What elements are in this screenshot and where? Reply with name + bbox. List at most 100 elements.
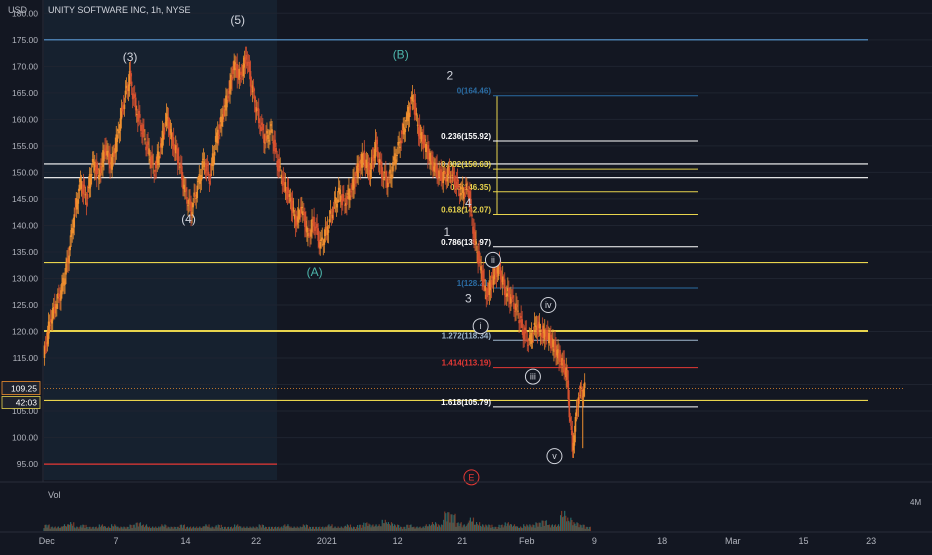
candle-body — [326, 226, 329, 236]
volume-bar — [569, 522, 571, 531]
volume-bar — [551, 524, 553, 531]
volume-bar — [546, 525, 548, 531]
candle-body — [520, 315, 522, 319]
candle-body — [279, 166, 282, 168]
candle-body — [333, 200, 336, 202]
volume-bar — [85, 524, 87, 531]
volume-bar — [380, 526, 382, 531]
candle-body — [321, 237, 324, 240]
candle-body — [425, 144, 427, 152]
volume-bar — [96, 528, 98, 531]
volume-bar — [454, 513, 456, 531]
volume-bar — [62, 526, 65, 531]
volume-bar — [138, 523, 140, 531]
volume-bar — [242, 527, 244, 531]
volume-bar — [164, 524, 166, 531]
volume-bar — [360, 524, 362, 531]
candle-body — [395, 159, 397, 165]
volume-bar — [257, 528, 259, 531]
volume-bar — [573, 522, 575, 531]
volume-bar — [373, 526, 375, 531]
candle-body — [141, 132, 143, 134]
volume-bar — [323, 528, 325, 531]
volume-bar — [136, 522, 138, 531]
candle-body — [345, 203, 347, 206]
volume-bar — [279, 528, 281, 531]
candle-body — [340, 199, 343, 206]
candle-body — [297, 208, 300, 223]
candle-body — [209, 173, 212, 178]
volume-bar — [261, 524, 263, 531]
volume-bar — [557, 524, 560, 531]
candle-body — [195, 197, 198, 199]
volume-bar — [341, 527, 343, 531]
candle-body — [62, 277, 64, 284]
candle-body — [158, 156, 161, 159]
candle-body — [190, 201, 192, 216]
volume-bar — [582, 524, 584, 531]
candle-body — [289, 197, 292, 202]
x-tick-label: 15 — [799, 536, 809, 546]
candle-body — [56, 304, 58, 309]
volume-bar — [523, 524, 525, 531]
candle-body — [164, 122, 167, 124]
candle-body — [461, 186, 464, 194]
y-tick-label: 140.00 — [12, 220, 38, 230]
volume-bar — [434, 522, 437, 531]
candle-body — [398, 141, 400, 144]
volume-bar — [239, 525, 241, 531]
candle-body — [481, 270, 483, 280]
volume-bar — [168, 527, 170, 531]
volume-bar — [188, 527, 191, 531]
volume-bar — [278, 526, 280, 531]
candle-body — [241, 75, 244, 77]
volume-bar — [325, 526, 327, 531]
volume-bar — [75, 528, 77, 531]
candle-body — [351, 185, 353, 190]
candle-body — [571, 430, 574, 452]
volume-bar — [213, 528, 215, 531]
fib-level-label: 0.382(150.63) — [441, 160, 491, 169]
volume-bar — [403, 526, 405, 531]
volume-bar — [427, 526, 429, 531]
volume-bar — [303, 525, 305, 531]
volume-bar — [307, 528, 310, 531]
volume-bar — [73, 522, 75, 531]
volume-bar — [375, 524, 377, 531]
volume-bar — [285, 526, 287, 531]
volume-bar — [438, 524, 440, 531]
circled-wave-label: i — [480, 321, 482, 331]
candle-body — [51, 307, 54, 321]
volume-bar — [449, 522, 451, 531]
candle-body — [442, 171, 445, 184]
candle-body — [529, 335, 532, 339]
candle-body — [390, 174, 392, 177]
volume-bar — [196, 526, 198, 531]
candle-body — [237, 72, 240, 74]
volume-bar — [228, 528, 231, 531]
volume-bar — [352, 526, 355, 531]
volume-bar — [494, 526, 496, 531]
volume-bar — [440, 527, 442, 531]
candle-body — [134, 97, 137, 111]
candle-body — [318, 239, 321, 248]
volume-bar — [496, 528, 498, 531]
candle-body — [450, 180, 453, 182]
volume-label: Vol — [48, 490, 61, 500]
volume-bar — [195, 527, 197, 531]
candle-body — [136, 114, 139, 122]
candle-body — [371, 157, 374, 159]
y-tick-label: 145.00 — [12, 194, 38, 204]
candle-body — [331, 215, 334, 219]
candle-body — [399, 146, 401, 148]
volume-bar — [326, 527, 328, 531]
circled-wave-label: v — [552, 451, 557, 461]
volume-bar — [315, 526, 317, 531]
candle-body — [448, 167, 451, 174]
volume-bar — [575, 525, 577, 531]
volume-bar — [291, 527, 293, 531]
volume-bar — [126, 526, 128, 531]
candle-body — [269, 130, 271, 135]
